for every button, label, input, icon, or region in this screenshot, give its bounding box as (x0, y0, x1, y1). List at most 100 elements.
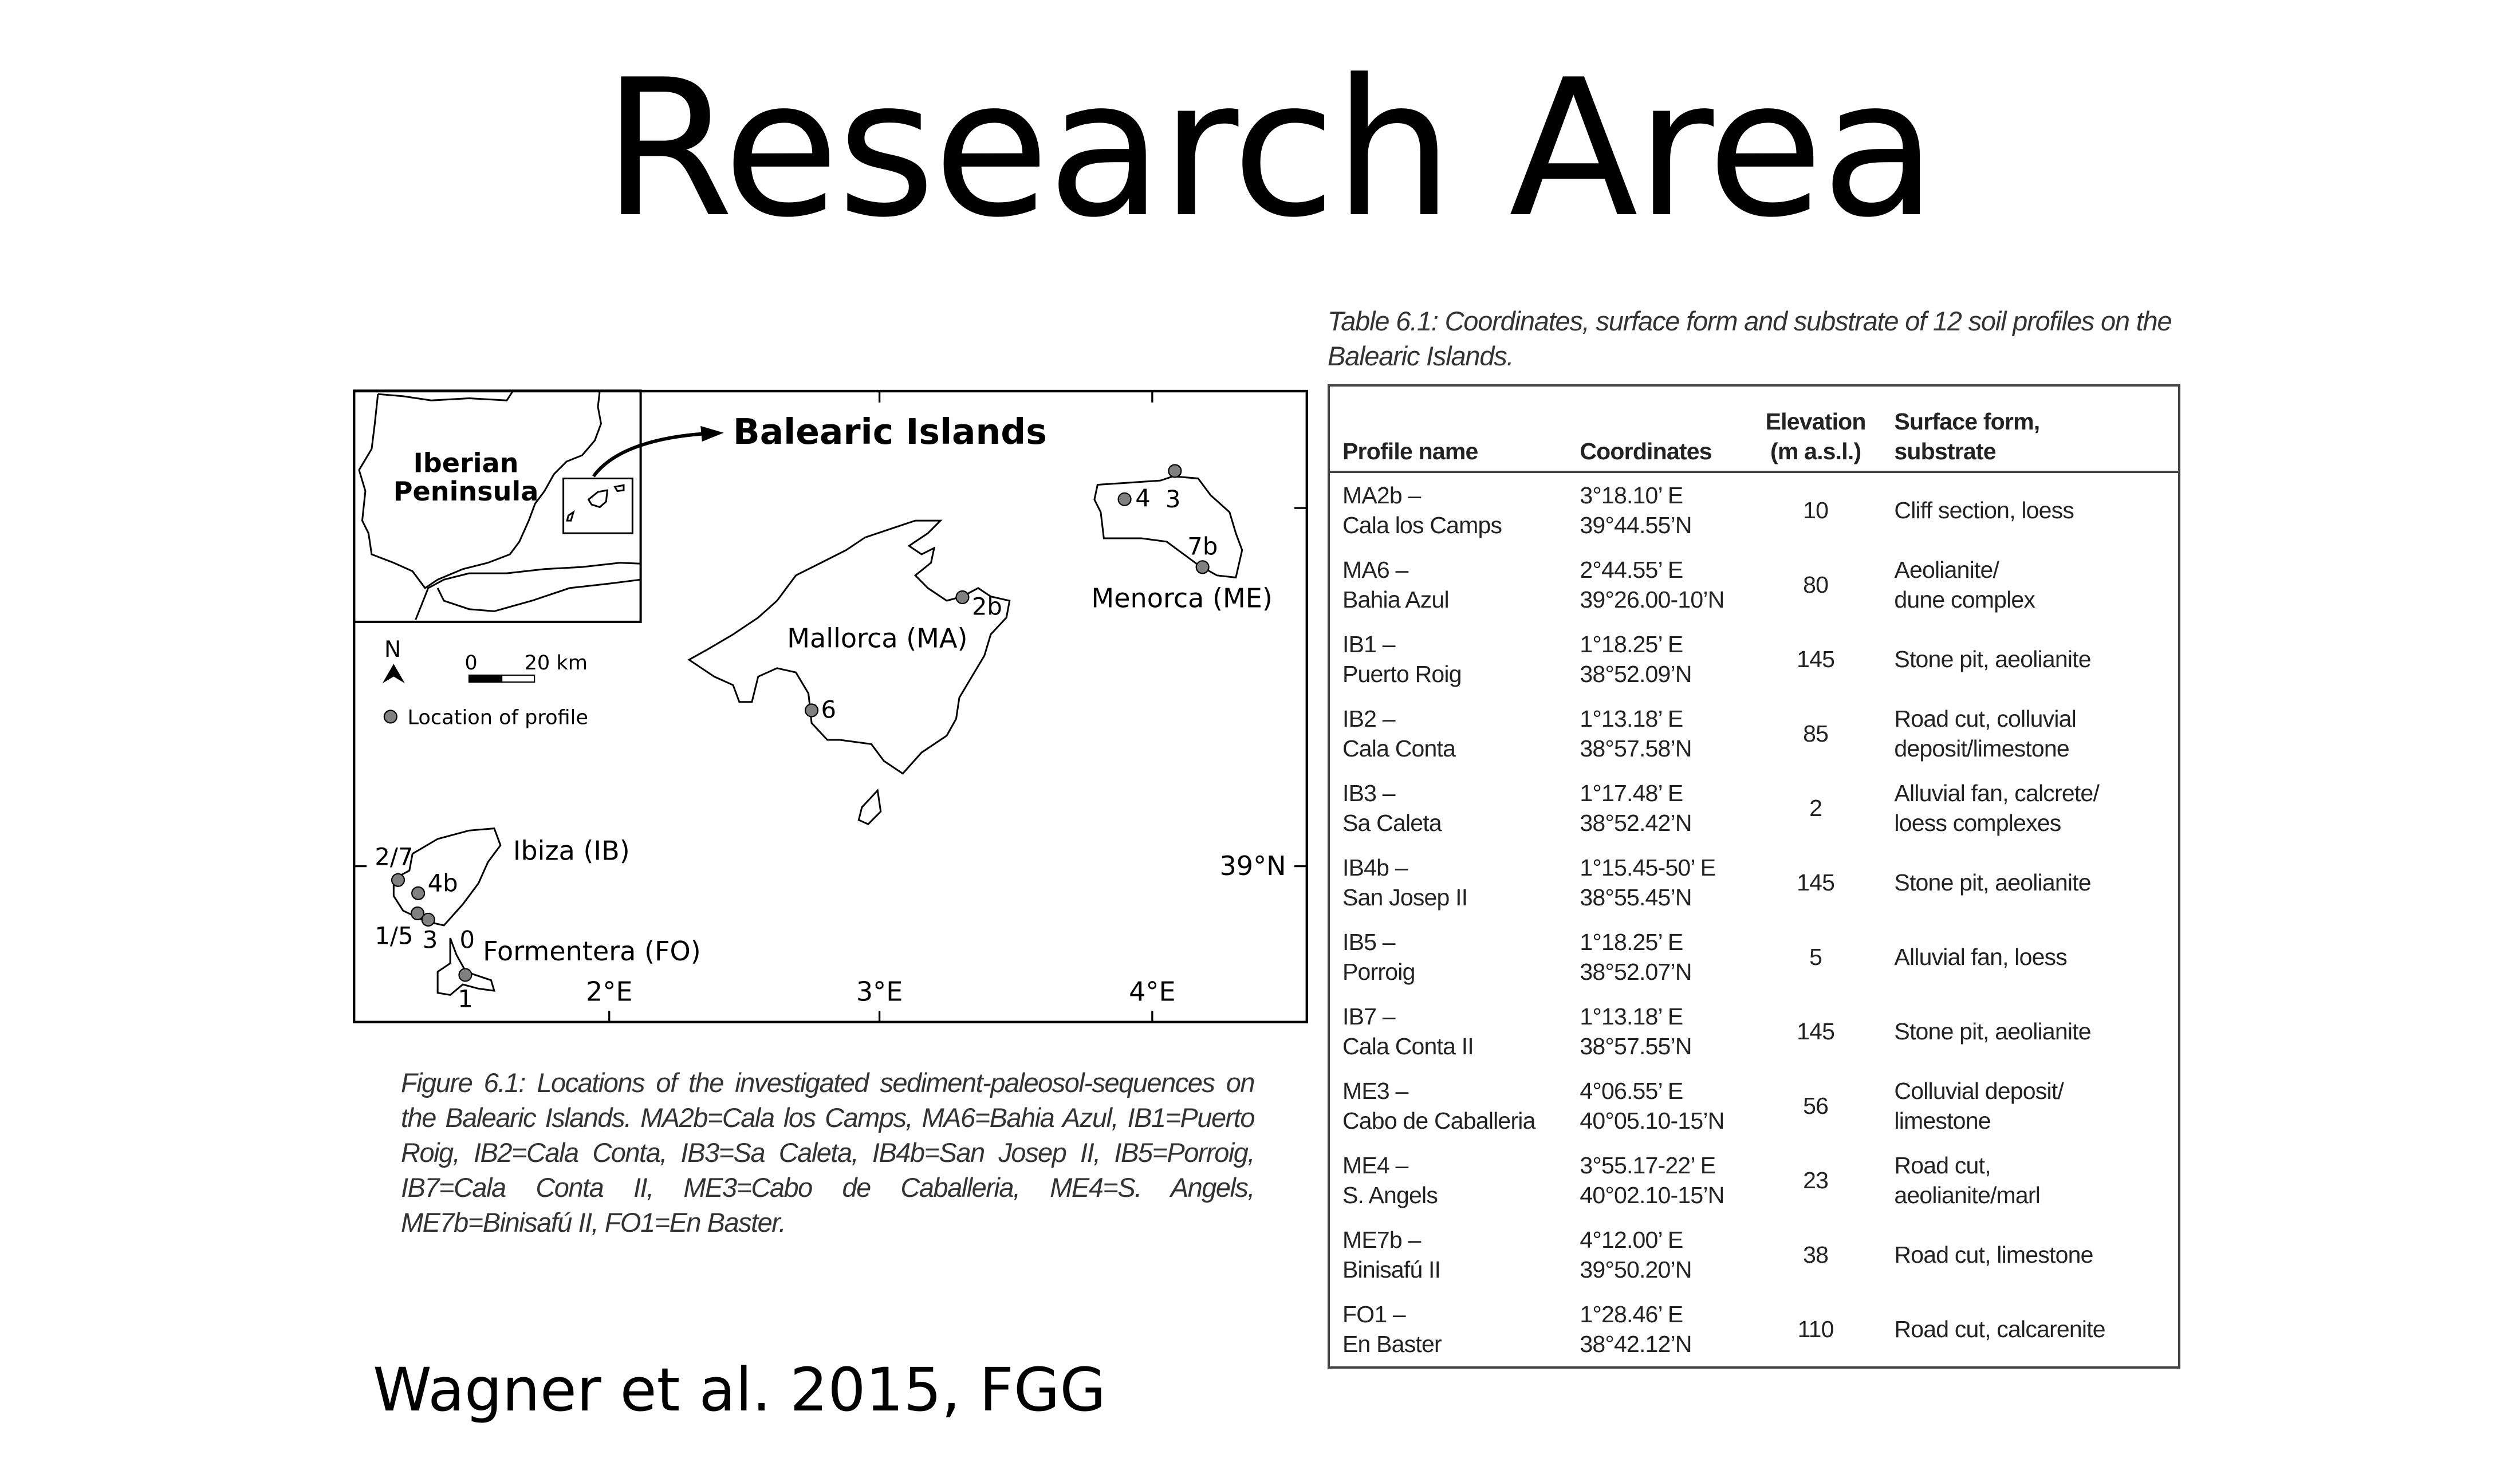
coordinates-cell: 1°18.25’ E 38°52.09’N (1580, 631, 1692, 687)
point-label: 1 (458, 984, 473, 1012)
surface-cell: Road cut, calcarenite (1894, 1316, 2105, 1342)
legend-dot-icon (383, 710, 397, 724)
longitude-label: 2°E (586, 976, 632, 1007)
table-row: ME4 – S. Angels 3°55.17-22’ E 40°02.10-15’N… (1329, 1143, 2179, 1217)
surface-cell: Alluvial fan, calcrete/loess complexes (1894, 780, 2100, 836)
header-coords: Coordinates (1567, 385, 1750, 473)
longitude-label: 4°E (1129, 976, 1175, 1007)
profile-cell: ME4 – S. Angels (1342, 1152, 1438, 1208)
table-row: IB2 – Cala Conta 1°13.18’ E 38°57.58’N 85 Roa… (1329, 696, 2179, 771)
elevation-cell: 145 (1797, 646, 1835, 672)
coordinates-cell: 1°13.18’ E 38°57.58’N (1580, 706, 1692, 762)
profile-dot-ib4b (411, 886, 426, 900)
inset-mallorca (589, 490, 608, 507)
surface-cell: Stone pit, aeolianite (1894, 1018, 2091, 1045)
coordinates-cell: 2°44.55’ E 39°26.00-10’N (1580, 557, 1724, 613)
latitude-label: 39°N (1219, 850, 1286, 881)
mallorca-outline (689, 521, 1010, 774)
profile-dot-ma6 (805, 703, 819, 718)
point-label: 2/7 (375, 842, 413, 870)
scale-label: 20 km (525, 651, 588, 675)
location-map: Iberian Peninsula Balearic Islands N 0 2… (353, 389, 1308, 1023)
label-menorca: Menorca (ME) (1091, 583, 1272, 614)
north-arrow-icon (382, 664, 405, 684)
elevation-cell: 110 (1797, 1316, 1834, 1342)
profile-dot-me3 (1168, 464, 1182, 478)
scale-bar-black (468, 674, 503, 683)
profile-dot-ma2b (955, 590, 970, 605)
menorca-outline (1094, 476, 1242, 578)
surface-cell: Road cut, aeolianite/marl (1894, 1152, 2041, 1208)
profile-cell: ME3 – Cabo de Caballeria (1342, 1078, 1535, 1134)
profile-dot-ib3 (421, 912, 435, 927)
coordinates-cell: 1°28.46’ E 38°42.12’N (1580, 1301, 1692, 1357)
point-label: 2b (972, 593, 1002, 621)
coordinates-cell: 1°17.48’ E 38°52.42’N (1580, 780, 1692, 836)
inset-menorca (615, 485, 624, 491)
surface-cell: Alluvial fan, loess (1894, 944, 2067, 970)
elevation-cell: 145 (1797, 1018, 1835, 1045)
elevation-cell: 80 (1803, 572, 1829, 598)
point-label: 0 (460, 925, 475, 953)
table-row: FO1 – En Baster 1°28.46’ E 38°42.12’N 110 Roa… (1329, 1292, 2179, 1368)
point-label: 1/5 (375, 922, 413, 950)
surface-cell: Cliff section, loess (1894, 497, 2074, 523)
table-row: IB1 – Puerto Roig 1°18.25’ E 38°52.09’N 145 S… (1329, 622, 2179, 696)
point-label: 4b (428, 869, 458, 897)
profile-cell: IB4b – San Josep II (1342, 854, 1468, 911)
surface-cell: Road cut, colluvial deposit/limestone (1894, 706, 2076, 762)
point-label: 3 (1166, 485, 1181, 513)
table-row: IB3 – Sa Caleta 1°17.48’ E 38°52.42’N 2 Alluv… (1329, 771, 2179, 845)
coordinates-cell: 3°55.17-22’ E 40°02.10-15’N (1580, 1152, 1724, 1208)
elevation-cell: 5 (1809, 944, 1822, 970)
arrow-icon (593, 434, 711, 476)
profile-dot-ib15 (410, 906, 425, 921)
label-formentera: Formentera (FO) (483, 936, 701, 967)
surface-cell: Colluvial deposit/limestone (1894, 1078, 2064, 1134)
profile-dot-me7b (1195, 560, 1210, 574)
elevation-cell: 23 (1803, 1167, 1829, 1193)
coordinates-cell: 1°15.45-50’ E 38°55.45’N (1580, 854, 1716, 911)
header-elevation: Elevation (m a.s.l.) (1749, 385, 1882, 473)
elevation-cell: 2 (1809, 795, 1822, 821)
point-label: 7b (1187, 532, 1218, 560)
profile-dot-me4 (1117, 492, 1132, 506)
profile-cell: IB5 – Porroig (1342, 929, 1415, 985)
point-label: 4 (1135, 484, 1151, 512)
table-caption: Table 6.1: Coordinates, surface form and… (1328, 306, 2172, 371)
table-row: ME3 – Cabo de Caballeria 4°06.55’ E 40°05.1… (1329, 1069, 2179, 1143)
profile-cell: ME7b – Binisafú II (1342, 1227, 1441, 1283)
table-row: ME7b – Binisafú II 4°12.00’ E 39°50.20’N 38 R… (1329, 1217, 2179, 1292)
profile-cell: IB7 – Cala Conta II (1342, 1003, 1474, 1059)
header-surface: Surface form, substrate (1881, 385, 2179, 473)
surface-cell: Road cut, limestone (1894, 1242, 2093, 1268)
elevation-cell: 10 (1803, 497, 1829, 523)
table-header-row: Profile name Coordinates Elevation (m a.s… (1329, 385, 2179, 473)
table-row: IB5 – Porroig 1°18.25’ E 38°52.07’N 5 Alluvia… (1329, 920, 2179, 994)
cabrera-outline (859, 790, 880, 824)
surface-cell: Stone pit, aeolianite (1894, 646, 2091, 672)
map-heading: Balearic Islands (733, 412, 1047, 452)
profile-cell: IB2 – Cala Conta (1342, 706, 1456, 762)
table-row: IB4b – San Josep II 1°15.45-50’ E 38°55.45’… (1329, 845, 2179, 920)
elevation-cell: 145 (1797, 869, 1835, 896)
figure-caption: Figure 6.1: Locations of the investigate… (401, 1067, 1255, 1238)
inset-label-line2: Peninsula (393, 476, 539, 507)
table-row: IB7 – Cala Conta II 1°13.18’ E 38°57.55’N 14… (1329, 994, 2179, 1069)
profile-cell: IB1 – Puerto Roig (1342, 631, 1462, 687)
coordinates-cell: 1°18.25’ E 38°52.07’N (1580, 929, 1692, 985)
slide-title: Research Area (603, 39, 1937, 259)
coordinates-cell: 4°06.55’ E 40°05.10-15’N (1580, 1078, 1724, 1134)
elevation-cell: 38 (1803, 1242, 1829, 1268)
profile-cell: FO1 – En Baster (1342, 1301, 1442, 1357)
inset-balearic-box (564, 478, 633, 533)
inset-frame (354, 391, 640, 622)
profile-cell: MA2b – Cala los Camps (1342, 482, 1502, 538)
longitude-label: 3°E (856, 976, 903, 1007)
coordinates-cell: 3°18.10’ E 39°44.55’N (1580, 482, 1692, 538)
scale-bar-white (501, 674, 536, 683)
elevation-cell: 85 (1803, 720, 1829, 747)
table-row: MA6 – Bahia Azul 2°44.55’ E 39°26.00-10’N 80… (1329, 547, 2179, 622)
inset-ibiza (567, 512, 573, 521)
profile-dot-fo1 (458, 968, 472, 982)
